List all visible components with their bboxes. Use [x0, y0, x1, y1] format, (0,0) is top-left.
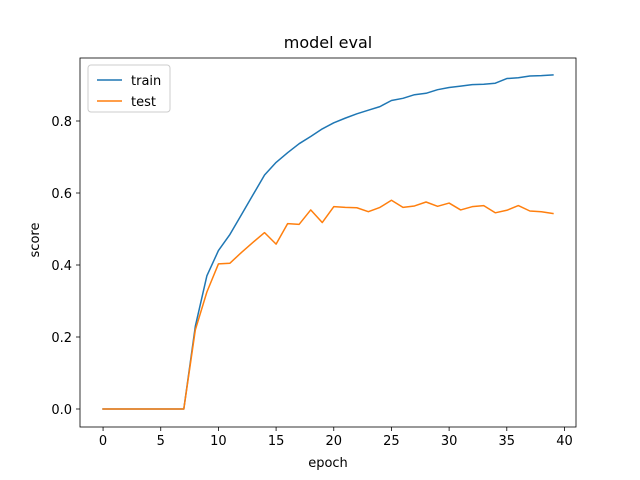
x-axis-label: epoch [308, 456, 348, 471]
y-tick-label: 0.8 [51, 115, 72, 130]
y-tick-label: 0.6 [51, 187, 72, 202]
x-tick-label: 5 [157, 434, 165, 449]
x-tick-label: 15 [268, 434, 285, 449]
x-tick-label: 25 [383, 434, 400, 449]
x-tick-label: 40 [556, 434, 573, 449]
x-tick-label: 35 [499, 434, 516, 449]
chart-title: model eval [284, 33, 372, 52]
legend-label-test: test [131, 95, 156, 110]
series-line-test [102, 199, 554, 410]
x-tick-label: 10 [210, 434, 227, 449]
x-tick-label: 0 [99, 434, 107, 449]
x-tick-label: 20 [325, 434, 342, 449]
y-tick-label: 0.0 [51, 403, 72, 418]
axes-frame [79, 57, 577, 428]
y-axis-label: score [28, 223, 43, 258]
y-tick-label: 0.2 [51, 331, 72, 346]
legend-label-train: train [131, 74, 161, 89]
y-tick-label: 0.4 [51, 259, 72, 274]
x-tick-label: 30 [441, 434, 458, 449]
plot-area: 0 5 10 15 20 25 30 35 40 0.0 0.2 0.4 0.6 0.8 train test [51, 57, 577, 449]
